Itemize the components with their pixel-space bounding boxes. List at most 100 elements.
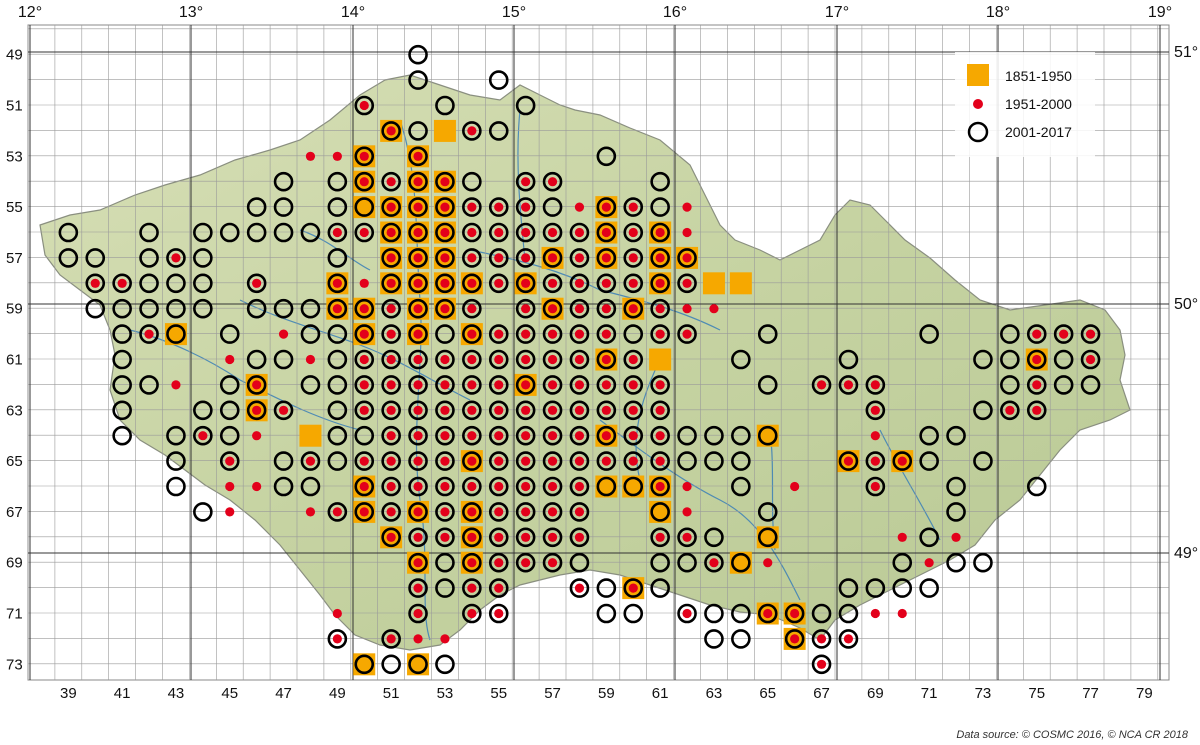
record-1951-2000 <box>494 608 504 619</box>
record-1951-2000 <box>413 583 423 593</box>
record-2001-2017 <box>462 197 482 217</box>
record-1951-2000 <box>413 634 423 644</box>
record-1951-2000 <box>682 507 692 517</box>
record-2001-2017 <box>677 527 697 548</box>
grid-column-label: 51 <box>383 685 400 702</box>
record-1951-2000 <box>628 456 638 466</box>
record-2001-2017 <box>327 629 348 649</box>
record-2001-2017 <box>569 324 590 344</box>
record-1951-2000 <box>386 227 396 238</box>
grid-column-label: 65 <box>759 685 776 702</box>
record-1951-2000 <box>225 507 235 517</box>
record-1851-1950 <box>729 272 752 295</box>
record-2001-2017 <box>166 273 186 294</box>
grid-column-label: 57 <box>544 685 561 702</box>
record-2001-2017 <box>354 476 375 497</box>
record-2001-2017 <box>435 298 455 319</box>
record-1951-2000 <box>198 431 208 441</box>
record-2001-2017 <box>435 527 455 548</box>
record-2001-2017 <box>381 451 401 471</box>
longitude-label: 17° <box>825 4 849 21</box>
record-2001-2017 <box>462 603 482 624</box>
record-2001-2017 <box>112 400 132 421</box>
record-2001-2017 <box>193 400 213 421</box>
record-1951-2000 <box>386 380 396 390</box>
record-2001-2017 <box>488 248 509 268</box>
record-1951-2000 <box>601 227 611 238</box>
grid-column-labels: 39 41 43 45 47 49 51 53 55 57 59 61 63 65 67 69 71 73 75 77… <box>60 685 1153 702</box>
record-2001-2017 <box>569 248 590 268</box>
record-2001-2017 <box>193 222 213 243</box>
record-2001-2017 <box>408 375 428 395</box>
record-2001-2017 <box>757 502 778 522</box>
record-1951-2000 <box>467 558 477 568</box>
record-2001-2017 <box>623 324 644 344</box>
record-2001-2017 <box>838 629 859 649</box>
record-1951-2000 <box>440 456 450 466</box>
record-2001-2017 <box>408 121 428 141</box>
record-1951-2000 <box>628 227 638 238</box>
record-2001-2017 <box>542 425 563 446</box>
record-2001-2017 <box>542 527 563 548</box>
record-2001-2017 <box>273 451 294 471</box>
record-1951-2000 <box>574 354 585 365</box>
record-2001-2017 <box>462 578 482 598</box>
record-1951-2000 <box>467 405 477 415</box>
record-2001-2017 <box>246 298 267 319</box>
record-1951-2000 <box>521 329 531 339</box>
record-1951-2000 <box>440 532 450 542</box>
record-2001-2017 <box>408 44 428 65</box>
legend-dot-symbol <box>973 99 983 109</box>
record-2001-2017 <box>542 552 563 573</box>
record-1951-2000 <box>305 151 316 161</box>
record-1951-2000 <box>574 431 585 441</box>
record-2001-2017 <box>488 121 509 141</box>
record-1951-2000 <box>467 354 477 365</box>
record-1951-2000 <box>521 227 531 238</box>
grid-row-label: 53 <box>6 148 23 165</box>
record-1951-2000 <box>521 304 531 314</box>
record-2001-2017 <box>381 502 401 522</box>
record-2001-2017 <box>542 248 563 268</box>
record-2001-2017 <box>919 578 939 598</box>
record-2001-2017 <box>811 654 832 675</box>
record-2001-2017 <box>623 298 644 319</box>
record-1951-2000 <box>467 431 477 441</box>
record-2001-2017 <box>542 400 563 421</box>
record-1951-2000 <box>117 278 127 288</box>
record-2001-2017 <box>596 375 617 395</box>
grid-row-label: 49 <box>6 47 23 64</box>
record-2001-2017 <box>166 248 186 268</box>
record-1951-2000 <box>225 481 235 492</box>
record-1951-2000 <box>521 456 531 466</box>
record-2001-2017 <box>650 502 670 522</box>
record-1951-2000 <box>494 558 504 568</box>
record-1951-2000 <box>574 253 585 263</box>
record-1951-2000 <box>386 431 396 441</box>
record-1951-2000 <box>628 431 638 441</box>
record-2001-2017 <box>381 400 401 421</box>
record-2001-2017 <box>596 248 617 268</box>
record-2001-2017 <box>112 425 132 446</box>
record-2001-2017 <box>327 171 348 192</box>
record-1951-2000 <box>278 329 289 339</box>
record-1951-2000 <box>494 202 504 212</box>
record-2001-2017 <box>542 298 563 319</box>
record-1951-2000 <box>386 405 396 415</box>
longitude-label: 16° <box>663 4 687 21</box>
record-2001-2017 <box>462 552 482 573</box>
record-2001-2017 <box>488 222 509 243</box>
record-2001-2017 <box>488 375 509 395</box>
record-1951-2000 <box>521 532 531 542</box>
grid-column-label: 73 <box>975 685 992 702</box>
latitude-label: 49° <box>1174 545 1198 562</box>
record-2001-2017 <box>354 375 375 395</box>
record-1951-2000 <box>359 380 369 390</box>
record-2001-2017 <box>381 654 401 675</box>
record-2001-2017 <box>838 451 859 471</box>
record-2001-2017 <box>273 349 294 370</box>
record-2001-2017 <box>435 349 455 370</box>
record-1951-2000 <box>252 405 262 415</box>
record-1951-2000 <box>682 304 692 314</box>
record-1951-2000 <box>440 253 450 263</box>
